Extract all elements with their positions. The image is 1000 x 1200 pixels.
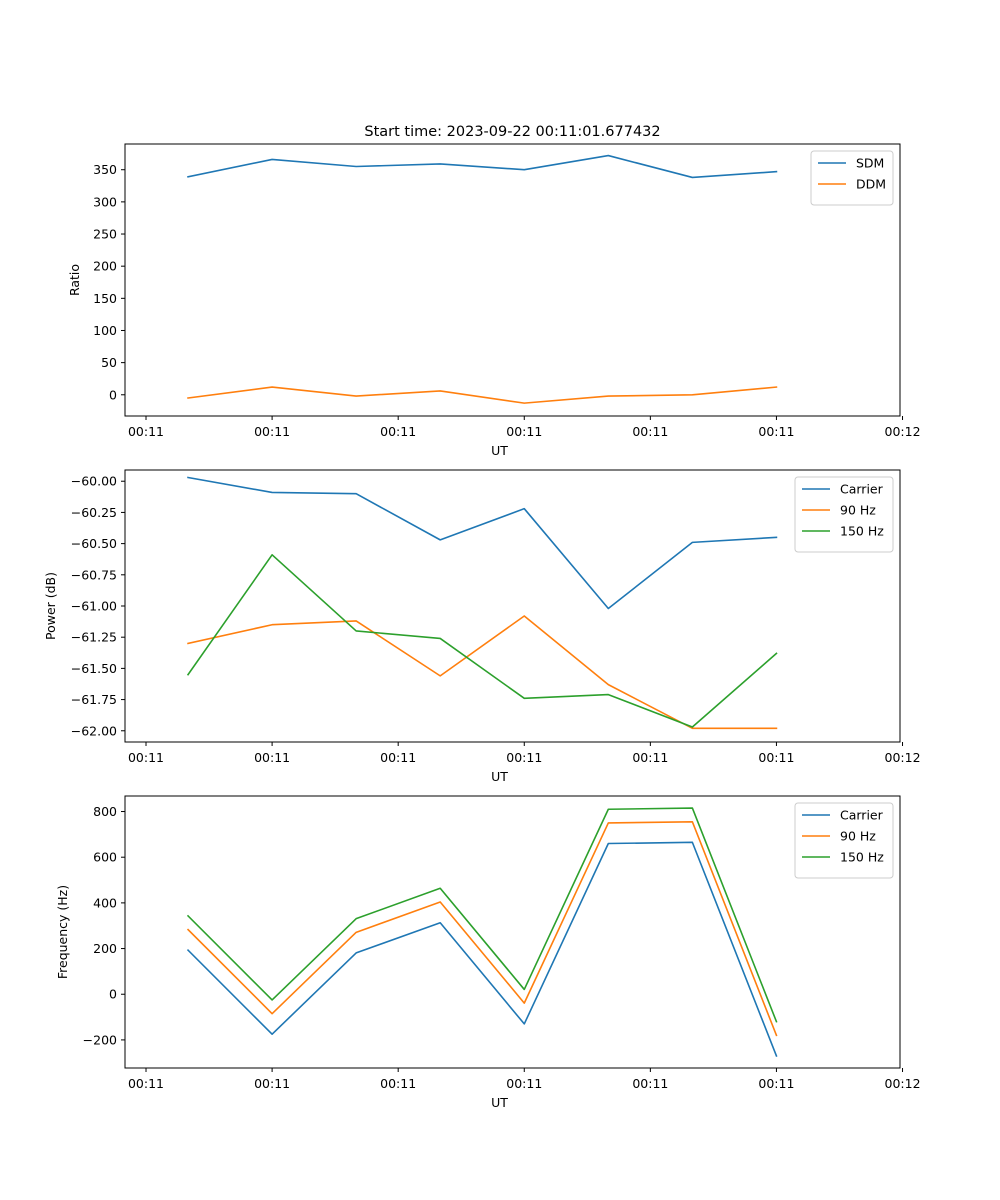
ratio-x-tick-label: 00:11 [506,424,542,439]
ratio-legend: SDM DDM [810,150,894,206]
frequency-y-tick-label: 400 [93,895,117,910]
ratio-y-tick-label: 200 [93,259,117,274]
ratio-legend-box [810,150,894,206]
power-y-tick-label: −60.25 [71,505,117,520]
power-x-tick-label: 00:11 [632,750,668,765]
power-x-tick-label: 00:11 [506,750,542,765]
ratio-axes-frame [124,143,901,417]
ratio-panel: 00:11 00:11 00:11 00:11 00:11 00:11 00:12 0 50 10… [67,143,921,458]
figure-title: Start time: 2023-09-22 00:11:01.677432 [364,124,660,140]
power-x-tick-label: 00:11 [380,750,416,765]
ratio-series-ddm [187,386,778,404]
frequency-legend-box [794,802,894,879]
power-y-tick-label: −61.50 [71,661,117,676]
frequency-y-tick-label: 200 [93,941,117,956]
frequency-x-tick-label: 00:12 [885,1076,921,1091]
frequency-legend-label: 150 Hz [840,850,884,865]
ratio-y-tick-label: 300 [93,194,117,209]
power-x-tick-label: 00:11 [758,750,794,765]
frequency-y-tick-label: 800 [93,804,117,819]
frequency-x-tick-label: 00:11 [380,1076,416,1091]
power-legend-label: Carrier [840,482,884,497]
frequency-panel: 00:11 00:11 00:11 00:11 00:11 00:11 00:12 −200 0… [55,795,921,1110]
frequency-legend: Carrier 90 Hz 150 Hz [794,802,894,879]
frequency-x-tick-label: 00:11 [506,1076,542,1091]
frequency-series-90-hz [186,821,778,1037]
frequency-y-tick-label: 600 [93,850,117,865]
frequency-legend-label: Carrier [840,808,884,823]
power-legend: Carrier 90 Hz 150 Hz [794,476,894,553]
power-y-tick-label: −61.00 [71,599,117,614]
frequency-x-tick-label: 00:11 [254,1076,290,1091]
ratio-y-tick-label: 100 [93,323,117,338]
power-y-tick-label: −61.75 [71,692,117,707]
frequency-x-axis-label: UT [491,1095,508,1110]
frequency-axes-frame [124,795,901,1069]
frequency-y-tick-label: −200 [83,1032,117,1047]
power-x-tick-label: 00:12 [885,750,921,765]
ratio-legend-label: DDM [856,177,886,192]
power-x-axis-label: UT [491,769,508,784]
frequency-y-tick-label: 0 [109,987,117,1002]
ratio-x-tick-label: 00:11 [128,424,164,439]
frequency-series-carrier [186,841,778,1057]
power-y-tick-label: −62.00 [71,723,117,738]
ratio-x-tick-label: 00:11 [632,424,668,439]
frequency-x-tick-label: 00:11 [758,1076,794,1091]
power-y-axis-label: Power (dB) [43,572,58,640]
power-legend-label: 150 Hz [840,524,884,539]
power-y-tick-label: −60.00 [71,474,117,489]
power-legend-box [794,476,894,553]
power-series-carrier [187,476,778,610]
power-panel: 00:11 00:11 00:11 00:11 00:11 00:11 00:12 −62.0… [43,469,921,784]
ratio-x-tick-label: 00:12 [885,424,921,439]
ratio-x-axis-label: UT [491,443,508,458]
ratio-x-tick-label: 00:11 [758,424,794,439]
frequency-x-tick-label: 00:11 [128,1076,164,1091]
ratio-y-axis-label: Ratio [67,264,82,296]
frequency-x-tick-label: 00:11 [632,1076,668,1091]
ratio-x-tick-label: 00:11 [380,424,416,439]
ratio-series-sdm [187,154,778,179]
frequency-series-150-hz [186,807,778,1023]
ratio-y-tick-label: 350 [93,162,117,177]
ratio-x-tick-label: 00:11 [254,424,290,439]
power-y-tick-label: −60.50 [71,536,117,551]
ratio-legend-label: SDM [856,156,884,171]
frequency-y-axis-label: Frequency (Hz) [55,885,70,979]
power-x-tick-label: 00:11 [128,750,164,765]
power-legend-label: 90 Hz [840,503,876,518]
ratio-y-tick-label: 150 [93,291,117,306]
power-y-tick-label: −61.25 [71,630,117,645]
ratio-y-tick-label: 0 [109,387,117,402]
power-series-150-hz [186,554,778,728]
frequency-legend-label: 90 Hz [840,829,876,844]
power-x-tick-label: 00:11 [254,750,290,765]
power-y-tick-label: −60.75 [71,567,117,582]
ratio-y-tick-label: 250 [93,227,117,242]
ratio-y-tick-label: 50 [101,355,117,370]
